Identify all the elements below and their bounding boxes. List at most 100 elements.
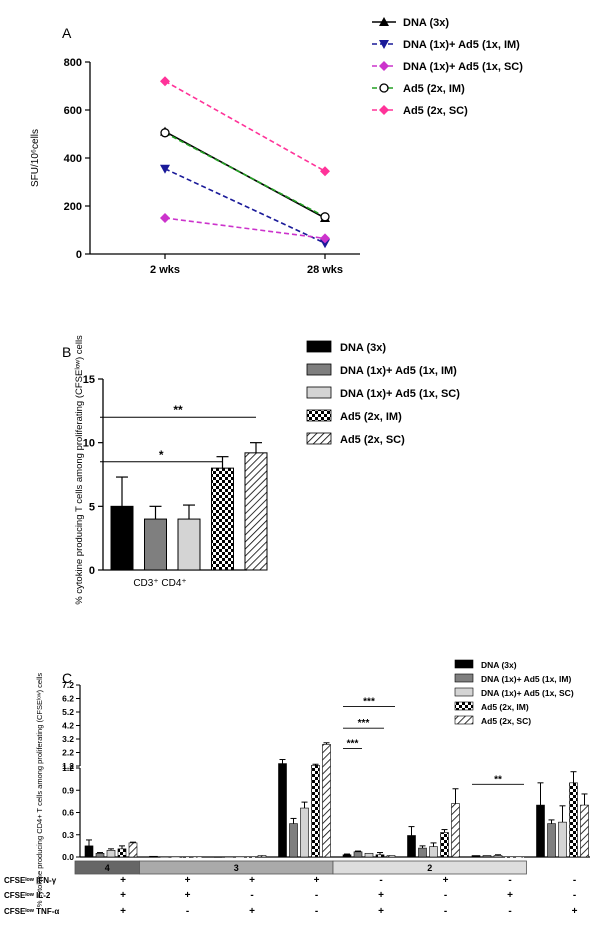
panel-c-bar <box>257 855 267 858</box>
panel-c-bar <box>547 823 556 858</box>
panel-c-y-tick-label: 5.2 <box>62 707 74 717</box>
panel-c-combination-sign: - <box>444 906 447 917</box>
panel-a-x-tick-label: 2 wks <box>150 264 180 276</box>
panel-c-bar <box>375 854 385 858</box>
panel-c-combination-sign: - <box>315 890 318 901</box>
panel-c-combination-sign: + <box>443 875 449 886</box>
panel-c-combination-sign: - <box>573 890 576 901</box>
panel-c-y-axis-title: % cytokine producing CD4+ T cells among … <box>35 673 44 908</box>
panel-c-combination-sign: + <box>314 875 320 886</box>
panel-c-group-band-label: 4 <box>105 863 110 873</box>
panel-b-y-axis-title: % cytokine producing T cells among proli… <box>74 335 85 605</box>
panel-c-bar <box>407 835 416 858</box>
panel-a-y-tick-label: 600 <box>64 105 82 117</box>
panel-c-bar <box>516 857 524 858</box>
panel-c-bar <box>214 857 222 858</box>
panel-c-bars <box>84 742 589 858</box>
panel-c-significance-label: *** <box>363 697 375 708</box>
panel-b-legend-label: Ad5 (2x, SC) <box>340 434 405 446</box>
panel-a-y-axis-title: SFU/10⁶cells <box>30 129 41 187</box>
panel-c-combination-sign: - <box>186 906 189 917</box>
panel-b-significance-label: ** <box>173 403 183 417</box>
panel-c-row-label: CFSEˡᵒʷ IL-2 <box>4 891 51 900</box>
panel-c-row-label: CFSEˡᵒʷ IFN-γ <box>4 876 57 885</box>
panel-a-legend-marker <box>379 105 389 115</box>
panel-c-y-tick-label: 6.2 <box>62 694 74 704</box>
panel-c-y-tick-label: 7.2 <box>62 680 74 690</box>
panel-a-x-tick-label: 28 wks <box>307 264 343 276</box>
panel-c-combination-sign: - <box>508 875 511 886</box>
panel-a-data-point <box>160 164 170 174</box>
panel-c-combination-sign: + <box>249 875 255 886</box>
panel-c-legend-swatch <box>454 687 474 697</box>
panel-c-combination-sign: + <box>378 906 384 917</box>
panel-c-bar <box>505 857 513 858</box>
panel-c-bar <box>536 804 545 858</box>
panel-b-bar <box>211 467 234 571</box>
panel-a-data-point <box>320 212 330 222</box>
panel-a-data-point <box>160 76 170 87</box>
panel-b-x-category: CD3⁺ CD4⁺ <box>133 578 186 589</box>
panel-c-combination-sign: + <box>120 890 126 901</box>
panel-a-axes: 0 200 400 600 800 2 wks 28 wks <box>64 57 360 276</box>
panel-c-bar <box>322 744 331 858</box>
panel-c-legend-label: DNA (1x)+ Ad5 (1x, IM) <box>481 674 571 684</box>
panel-c-y-tick-label: 1.2 <box>62 763 74 773</box>
panel-b-legend: DNA (3x) DNA (1x)+ Ad5 (1x, IM) DNA (1x)+ … <box>306 340 460 446</box>
panel-b-y-tick-label: 15 <box>83 374 95 386</box>
panel-a-legend-marker <box>379 17 389 26</box>
panel-a-legend-label: DNA (1x)+ Ad5 (1x, IM) <box>403 39 520 51</box>
panel-b-bar <box>144 518 167 571</box>
panel-a-legend-label: DNA (1x)+ Ad5 (1x, SC) <box>403 61 523 73</box>
panel-c-legend-label: Ad5 (2x, SC) <box>481 716 531 726</box>
panel-c-row-label: CFSEˡᵒʷ TNF-α <box>4 907 59 916</box>
panel-a-series-line <box>164 132 326 218</box>
panel-a-legend-label: Ad5 (2x, IM) <box>403 83 465 95</box>
panel-c-combination-sign: - <box>250 890 253 901</box>
panel-c-bar <box>300 807 309 858</box>
panel-a-series-line <box>164 217 326 240</box>
panel-c-bar <box>171 857 180 858</box>
panel-b-legend-swatch <box>306 409 332 422</box>
panel-b-legend-label: DNA (3x) <box>340 342 386 354</box>
panel-c-legend-swatch <box>454 659 474 669</box>
panel-a-data-point <box>160 213 170 223</box>
panel-c-bar <box>569 782 578 858</box>
panel-c-combination-sign: + <box>120 906 126 917</box>
panel-b-legend-label: DNA (1x)+ Ad5 (1x, SC) <box>340 388 460 400</box>
panel-a-data-point <box>160 128 170 138</box>
panel-c-significance-label: ** <box>494 774 502 785</box>
panel-b-legend-label: DNA (1x)+ Ad5 (1x, IM) <box>340 365 457 377</box>
panel-a-legend-label: Ad5 (2x, SC) <box>403 105 468 117</box>
panel-c-combination-sign: + <box>120 875 126 886</box>
panel-c-combination-sign: - <box>379 875 382 886</box>
panel-c-bar <box>386 855 396 858</box>
panel-c-bar <box>418 847 427 858</box>
panel-c-combination-sign: + <box>378 890 384 901</box>
panel-b-legend-swatch <box>306 386 332 399</box>
panel-c: C 1.22.23.24.25.26.27.20.00.30.60.91.2 *… <box>4 659 590 917</box>
panel-b-legend-swatch <box>306 340 332 353</box>
panel-a-legend-label: DNA (3x) <box>403 17 449 29</box>
panel-c-group-band-label: 3 <box>234 863 239 873</box>
panel-c-bar <box>440 832 449 858</box>
panel-c-bar <box>278 763 287 858</box>
panel-b-bars <box>110 442 268 571</box>
panel-a-data-point <box>320 166 330 177</box>
panel-c-bar <box>182 857 191 858</box>
panel-c-bar <box>149 855 158 858</box>
panel-c-y-tick-label: 2.2 <box>62 748 74 758</box>
panel-c-legend-label: Ad5 (2x, IM) <box>481 702 529 712</box>
panel-c-legend-swatch <box>454 715 474 725</box>
panel-a-data-point <box>320 239 330 249</box>
panel-a-y-tick-label: 800 <box>64 57 82 69</box>
panel-c-bar <box>482 855 492 858</box>
panel-c-bar <box>84 845 94 858</box>
panel-c-bar <box>493 855 503 858</box>
panel-b-significance: *** <box>100 403 256 463</box>
panel-c-y-tick-label: 0.9 <box>62 785 74 795</box>
panel-b-label: B <box>62 344 71 360</box>
